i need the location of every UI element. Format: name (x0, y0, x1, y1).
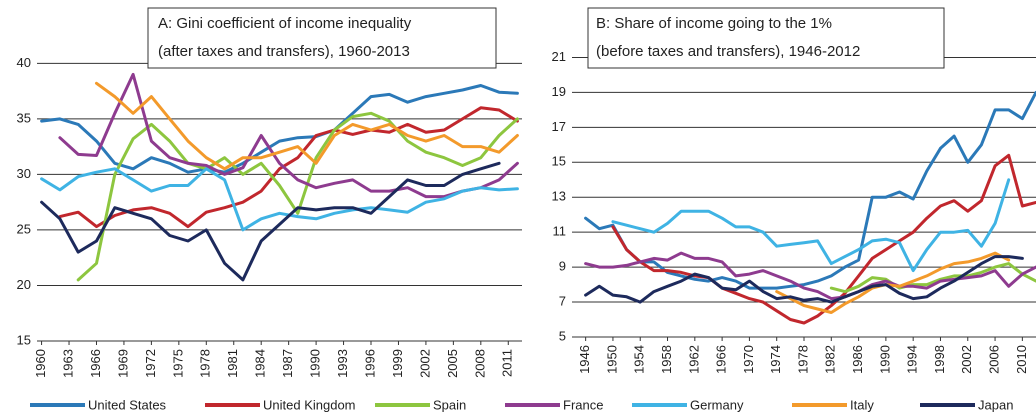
chart-subtitle: (after taxes and transfers), 1960-2013 (158, 43, 410, 60)
x-tick-label: 1960 (33, 349, 48, 378)
chart-title: A: Gini coefficient of income inequality (158, 15, 412, 32)
x-tick-label: 1969 (115, 349, 130, 378)
legend-label: United Kingdom (263, 397, 356, 412)
x-tick-label: 1975 (170, 349, 185, 378)
x-tick-label: 1970 (741, 345, 756, 374)
y-tick-label: 20 (17, 277, 31, 292)
data-line (584, 90, 1036, 290)
x-tick-label: 1990 (308, 349, 323, 378)
data-line (76, 111, 519, 282)
y-tick-label: 17 (552, 119, 566, 134)
x-tick-label: 1974 (768, 345, 783, 374)
x-tick-label: 1946 (577, 345, 592, 374)
x-tick-label: 1978 (198, 349, 213, 378)
y-tick-label: 13 (552, 189, 566, 204)
x-tick-label: 1993 (335, 349, 350, 378)
x-tick-label: 1963 (60, 349, 75, 378)
y-tick-label: 9 (559, 259, 566, 274)
y-tick-label: 7 (559, 293, 566, 308)
data-line (58, 106, 519, 229)
x-tick-label: 1954 (632, 345, 647, 374)
x-tick-label: 2006 (986, 345, 1001, 374)
x-tick-label: 2002 (959, 345, 974, 374)
data-line (40, 161, 501, 282)
x-tick-label: 2010 (1014, 345, 1029, 374)
x-tick-label: 2011 (500, 349, 515, 377)
x-tick-label: 1978 (795, 345, 810, 374)
data-line (775, 251, 1011, 314)
chart-subtitle: (before taxes and transfers), 1946-2012 (596, 43, 860, 60)
y-tick-label: 30 (17, 166, 31, 181)
legend-label: Germany (690, 397, 744, 412)
y-tick-label: 15 (552, 154, 566, 169)
x-tick-label: 1986 (850, 345, 865, 374)
x-tick-label: 1994 (905, 345, 920, 374)
chart-title: B: Share of income going to the 1% (596, 15, 832, 32)
data-line (58, 72, 519, 199)
legend-label: Spain (433, 397, 466, 412)
y-tick-label: 19 (552, 84, 566, 99)
y-tick-label: 21 (552, 49, 566, 64)
data-line (40, 167, 519, 232)
y-tick-label: 11 (553, 224, 567, 239)
data-line (95, 81, 519, 171)
x-tick-label: 1958 (659, 345, 674, 374)
x-tick-label: 1999 (390, 349, 405, 378)
x-tick-label: 2005 (445, 349, 460, 378)
y-tick-label: 5 (559, 328, 566, 343)
title-box (147, 7, 497, 69)
x-tick-label: 1982 (823, 345, 838, 374)
x-tick-label: 1972 (143, 349, 158, 378)
legend-label: Japan (978, 397, 1013, 412)
x-tick-label: 1998 (932, 345, 947, 374)
x-tick-label: 1966 (88, 349, 103, 378)
x-tick-label: 1962 (686, 345, 701, 374)
x-tick-label: 1987 (280, 349, 295, 378)
data-line (611, 178, 1011, 273)
x-tick-label: 1950 (604, 345, 619, 374)
x-tick-label: 2008 (472, 349, 487, 378)
x-tick-label: 2002 (417, 349, 432, 378)
y-tick-label: 15 (17, 332, 31, 347)
y-tick-label: 40 (17, 55, 31, 70)
x-tick-label: 1966 (714, 345, 729, 374)
data-line (611, 153, 1036, 325)
data-line (829, 262, 1036, 294)
x-tick-label: 1984 (253, 349, 268, 378)
legend-label: France (563, 397, 603, 412)
x-tick-label: 1996 (362, 349, 377, 378)
x-tick-label: 1981 (225, 349, 240, 378)
y-tick-label: 35 (17, 110, 31, 125)
legend-label: United States (88, 397, 167, 412)
legend-label: Italy (850, 397, 874, 412)
title-box (587, 7, 945, 69)
data-line (584, 255, 1024, 304)
y-tick-label: 25 (17, 221, 31, 236)
x-tick-label: 1990 (877, 345, 892, 374)
